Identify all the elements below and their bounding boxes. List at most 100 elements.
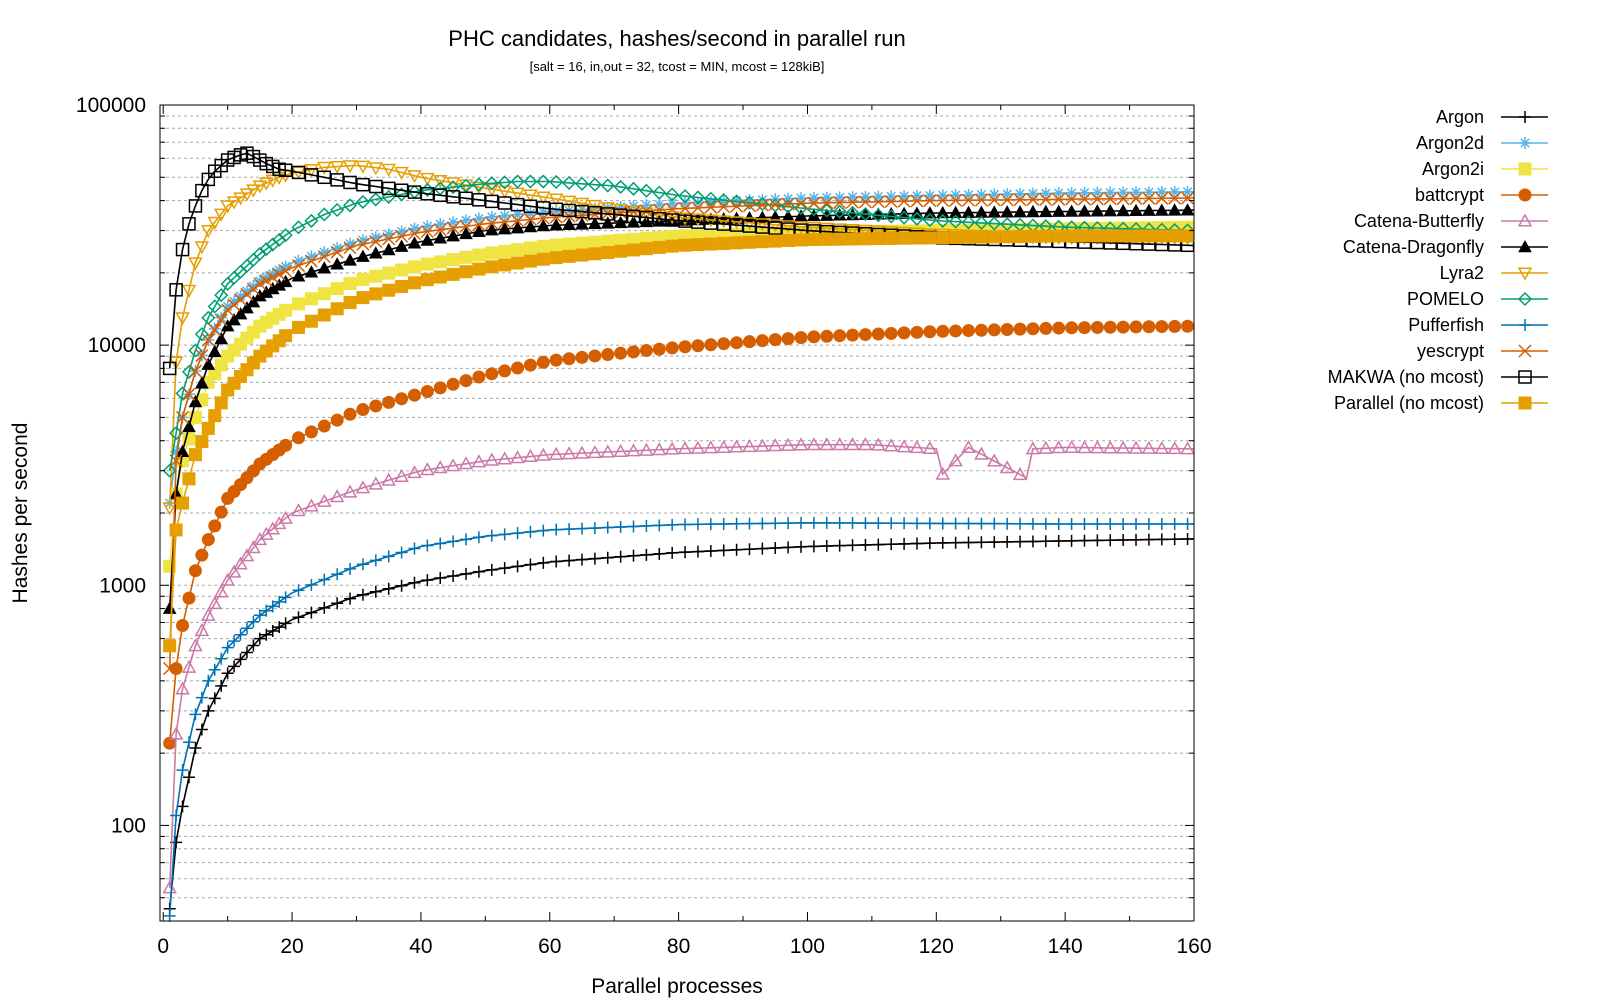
data-point [819, 208, 834, 221]
data-point [220, 200, 235, 214]
data-point [246, 295, 261, 308]
data-point [627, 243, 641, 257]
data-point [640, 519, 653, 532]
data-point [690, 213, 706, 227]
data-point [1090, 192, 1104, 206]
data-point [208, 519, 222, 533]
data-point [1065, 534, 1078, 547]
data-point [369, 179, 383, 194]
data-point [214, 313, 228, 327]
data-point [910, 537, 923, 550]
data-point [175, 242, 190, 257]
data-point [355, 160, 371, 174]
data-point [343, 175, 357, 190]
data-point [498, 258, 512, 272]
data-point [1129, 192, 1143, 206]
data-point [1039, 187, 1052, 200]
data-point [304, 254, 318, 268]
data-point [253, 609, 266, 622]
data-point [317, 493, 332, 507]
data-point [1026, 229, 1040, 243]
data-point [1168, 533, 1181, 546]
data-point [664, 211, 680, 225]
data-point [639, 344, 653, 358]
data-point [898, 537, 911, 550]
data-point [434, 572, 447, 585]
data-point [304, 498, 319, 512]
data-point [871, 195, 885, 209]
data-point [304, 425, 318, 439]
data-point [781, 197, 795, 211]
data-point [780, 220, 796, 234]
data-point [1154, 440, 1170, 455]
data-point [201, 533, 215, 547]
data-point [1039, 229, 1053, 243]
data-point [189, 708, 202, 721]
data-point [795, 192, 808, 205]
data-point [677, 441, 693, 455]
data-point [794, 209, 808, 222]
data-point [395, 579, 408, 592]
data-point [1077, 192, 1092, 206]
data-point [987, 193, 1001, 207]
data-point [195, 349, 209, 363]
data-point [273, 595, 286, 608]
data-point [549, 202, 563, 217]
data-point [703, 214, 719, 228]
data-point [381, 181, 396, 196]
series-line [168, 443, 1194, 888]
data-point [999, 460, 1015, 474]
data-point [664, 441, 680, 455]
data-point [446, 253, 460, 267]
data-point [330, 245, 344, 259]
data-point [523, 448, 538, 463]
data-point [227, 313, 241, 326]
y-tick-label: 1000 [99, 574, 146, 597]
data-point [820, 191, 833, 204]
data-point [1180, 441, 1195, 455]
data-point [536, 239, 550, 253]
legend-label: Argon2i [1422, 159, 1484, 179]
data-point [343, 253, 357, 266]
data-point [884, 326, 898, 340]
data-point [729, 216, 744, 230]
data-point [820, 329, 834, 343]
data-point [421, 539, 434, 552]
chart-subtitle: [salt = 16, in,out = 32, tcost = MIN, mc… [530, 59, 825, 74]
data-point [459, 226, 473, 240]
data-point [742, 439, 757, 453]
data-point [1090, 320, 1104, 334]
data-point [550, 205, 563, 218]
data-point [949, 324, 963, 338]
data-point [253, 632, 266, 645]
data-point [510, 174, 525, 189]
data-point [497, 451, 512, 465]
data-point [1051, 440, 1066, 454]
data-point [318, 601, 331, 614]
data-point [1052, 535, 1065, 548]
data-point [1181, 533, 1194, 546]
data-point [214, 331, 229, 345]
data-point [679, 546, 692, 559]
data-point [1117, 534, 1130, 547]
data-point [342, 484, 358, 498]
data-point [432, 460, 448, 474]
data-point [923, 189, 936, 202]
data-point [201, 607, 216, 621]
data-point [394, 187, 409, 202]
data-point [176, 410, 190, 424]
data-point [510, 220, 525, 234]
legend-marker [1518, 239, 1532, 253]
data-point [420, 224, 434, 239]
data-point [975, 188, 988, 201]
data-point [1026, 193, 1040, 207]
data-point [317, 287, 331, 301]
data-point [884, 194, 898, 209]
data-point [447, 216, 460, 229]
data-point [369, 269, 383, 283]
data-point [781, 234, 795, 248]
data-point [755, 218, 770, 232]
data-point [407, 276, 421, 290]
data-point [407, 185, 422, 199]
data-point [1077, 204, 1092, 217]
